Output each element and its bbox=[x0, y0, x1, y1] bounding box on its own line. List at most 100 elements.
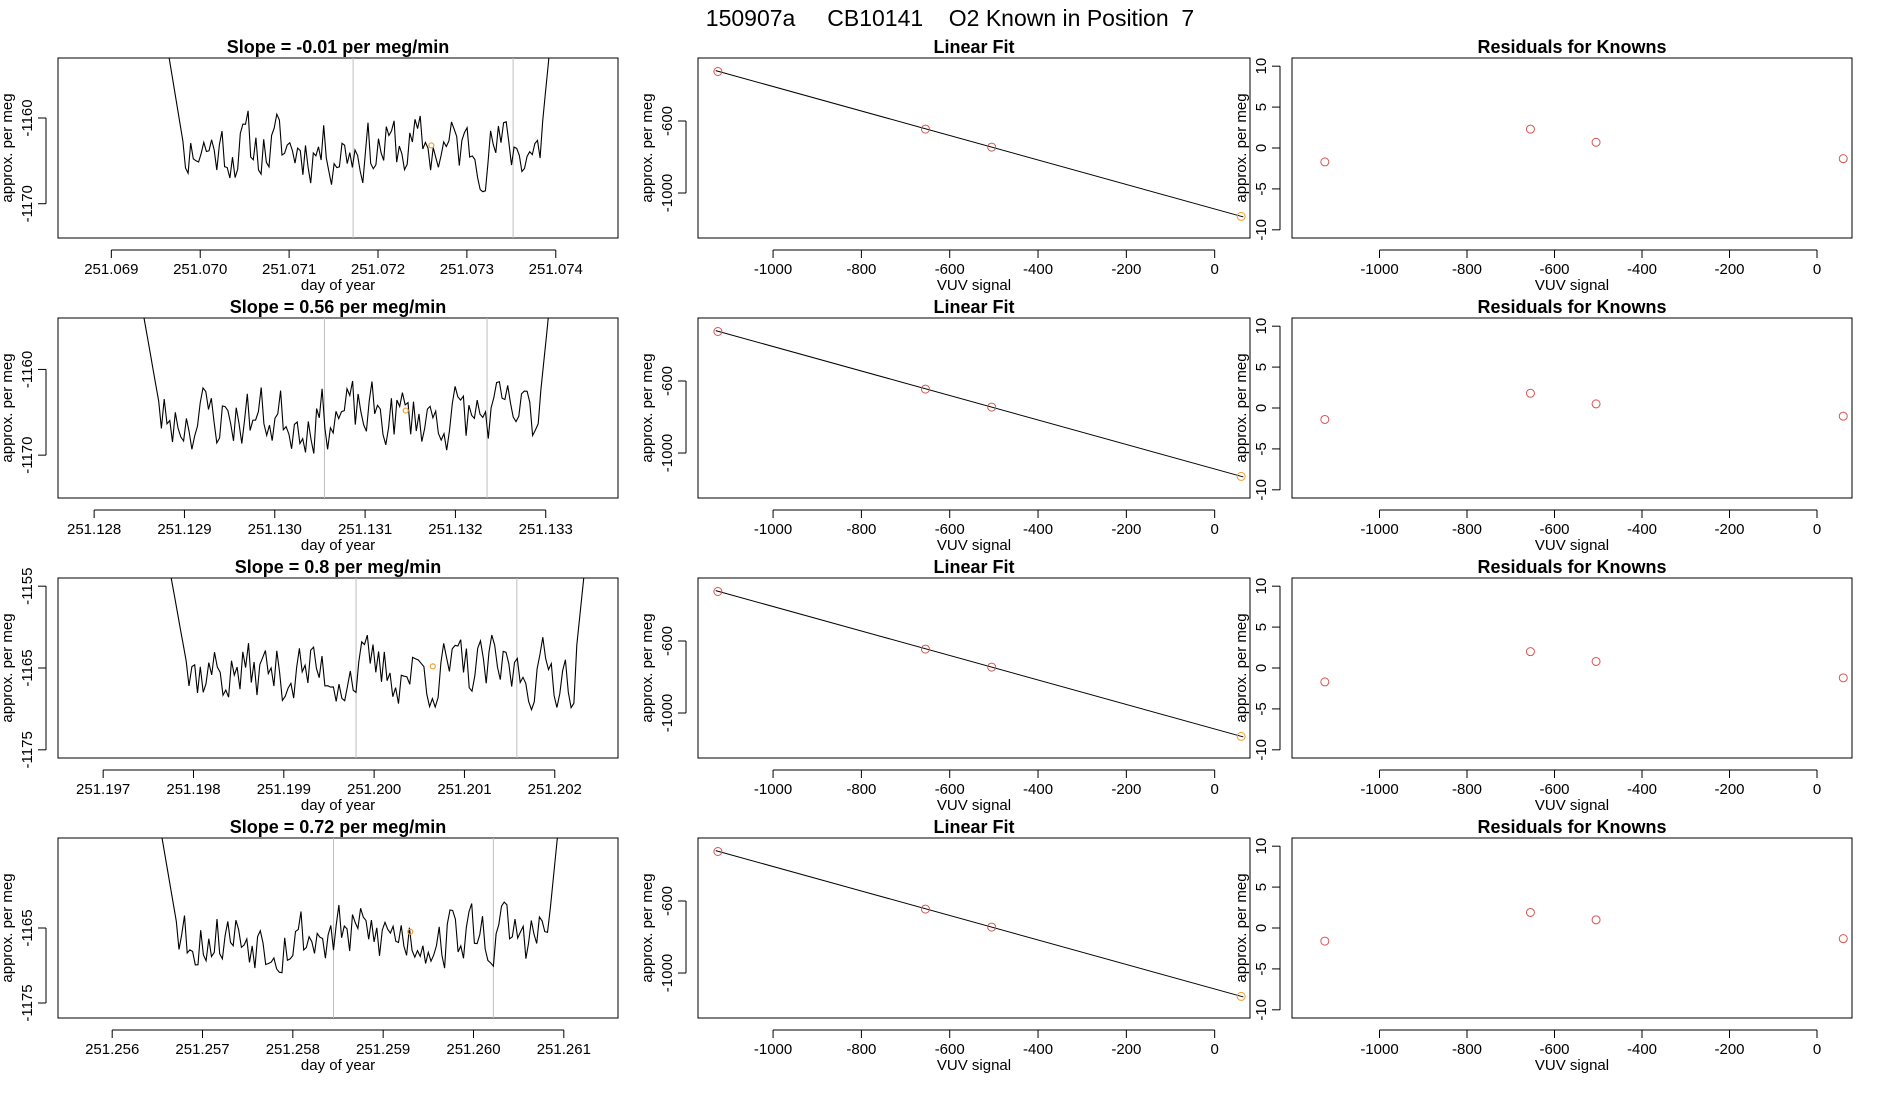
x-tick-label: -1000 bbox=[1360, 521, 1398, 538]
panel-title: Slope = 0.72 per meg/min bbox=[230, 817, 447, 837]
sample-marker bbox=[402, 407, 409, 414]
x-tick-label: 251.199 bbox=[257, 781, 311, 798]
y-axis-label: approx. per meg bbox=[1233, 93, 1250, 202]
x-tick-label: -600 bbox=[1539, 521, 1569, 538]
signal-trace bbox=[143, 318, 549, 454]
data-point bbox=[1236, 211, 1246, 221]
data-point bbox=[713, 67, 723, 76]
x-axis-label: VUV signal bbox=[937, 1057, 1011, 1074]
y-axis-label: approx. per meg bbox=[1233, 353, 1250, 462]
x-tick-label: -600 bbox=[935, 261, 965, 278]
panel-2-3: Residuals for Knowns-1000 -800 -600 -400 -20… bbox=[1233, 297, 1853, 554]
x-tick-label: -600 bbox=[935, 521, 965, 538]
y-tick-label: 0 bbox=[1253, 924, 1270, 932]
x-axis-label: VUV signal bbox=[1535, 537, 1609, 554]
x-tick-label: 251.260 bbox=[446, 1041, 500, 1058]
x-tick-label: -800 bbox=[846, 781, 876, 798]
y-tick-label: -1000 bbox=[659, 694, 676, 732]
panel-title: Residuals for Knowns bbox=[1477, 557, 1666, 577]
y-tick-label: -5 bbox=[1253, 182, 1270, 195]
x-tick-label: -800 bbox=[846, 521, 876, 538]
y-tick-label: -600 bbox=[659, 366, 676, 396]
x-tick-label: -800 bbox=[846, 1041, 876, 1058]
x-axis-label: VUV signal bbox=[937, 277, 1011, 294]
x-tick-label: 0 bbox=[1211, 521, 1219, 538]
y-tick-label: -1000 bbox=[659, 434, 676, 472]
y-axis-label: approx. per meg bbox=[1233, 613, 1250, 722]
y-tick-label: -5 bbox=[1253, 962, 1270, 975]
x-tick-label: -800 bbox=[1452, 1041, 1482, 1058]
x-tick-label: -600 bbox=[1539, 781, 1569, 798]
x-tick-label: 0 bbox=[1211, 781, 1219, 798]
data-point bbox=[1838, 673, 1848, 683]
x-tick-label: -200 bbox=[1111, 781, 1141, 798]
panel-3-1: Slope = 0.8 per meg/min 251.197 251.198 251… bbox=[0, 557, 619, 814]
panel-1-2: Linear Fit -1000 -800 -600 -400 -200 0 VUV sign… bbox=[639, 37, 1251, 294]
x-axis-label: day of year bbox=[301, 537, 375, 554]
x-tick-label: -1000 bbox=[1360, 261, 1398, 278]
panel-title: Residuals for Knowns bbox=[1477, 297, 1666, 317]
x-tick-label: 251.131 bbox=[338, 521, 392, 538]
x-tick-label: -600 bbox=[935, 781, 965, 798]
y-tick-label: -1160 bbox=[19, 351, 36, 388]
x-tick-label: -200 bbox=[1714, 1041, 1744, 1058]
y-tick-label: -10 bbox=[1253, 219, 1270, 241]
x-tick-label: -1000 bbox=[1360, 1041, 1398, 1058]
plot-frame bbox=[57, 317, 619, 499]
x-tick-label: 251.201 bbox=[437, 781, 491, 798]
y-tick-label: -600 bbox=[659, 106, 676, 136]
data-point bbox=[713, 327, 723, 336]
plot-frame bbox=[1291, 577, 1853, 759]
data-point bbox=[1320, 414, 1330, 424]
data-point bbox=[1525, 124, 1535, 134]
x-tick-label: -800 bbox=[846, 261, 876, 278]
y-tick-label: 5 bbox=[1253, 623, 1270, 631]
plot-frame bbox=[697, 837, 1251, 1019]
data-point bbox=[920, 644, 930, 654]
x-tick-label: 251.259 bbox=[356, 1041, 410, 1058]
x-tick-label: -200 bbox=[1714, 781, 1744, 798]
y-tick-label: 5 bbox=[1253, 883, 1270, 891]
x-tick-label: 251.257 bbox=[175, 1041, 229, 1058]
x-tick-label: -600 bbox=[935, 1041, 965, 1058]
data-point bbox=[1591, 399, 1601, 409]
plot-frame bbox=[1291, 57, 1853, 239]
plot-frame bbox=[57, 577, 619, 759]
signal-trace bbox=[168, 58, 550, 193]
y-axis-label: approx. per meg bbox=[639, 93, 656, 202]
x-tick-label: -200 bbox=[1111, 521, 1141, 538]
data-point bbox=[987, 922, 997, 932]
data-point bbox=[1838, 154, 1848, 164]
data-point bbox=[1525, 388, 1535, 398]
data-point bbox=[1320, 677, 1330, 687]
data-point bbox=[713, 847, 723, 856]
y-tick-label: -10 bbox=[1253, 999, 1270, 1021]
x-tick-label: -1000 bbox=[754, 781, 792, 798]
panel-title: Linear Fit bbox=[933, 817, 1014, 837]
panel-title: Slope = -0.01 per meg/min bbox=[227, 37, 450, 57]
y-tick-label: -10 bbox=[1253, 739, 1270, 761]
x-tick-label: -600 bbox=[1539, 1041, 1569, 1058]
x-tick-label: -400 bbox=[1627, 781, 1657, 798]
x-tick-label: 251.197 bbox=[76, 781, 130, 798]
x-axis-label: VUV signal bbox=[937, 537, 1011, 554]
plot-frame bbox=[697, 57, 1251, 239]
x-tick-label: -400 bbox=[1023, 521, 1053, 538]
x-axis-label: VUV signal bbox=[937, 797, 1011, 814]
x-tick-label: -1000 bbox=[1360, 781, 1398, 798]
x-tick-label: -200 bbox=[1111, 261, 1141, 278]
data-point bbox=[1591, 915, 1601, 925]
x-tick-label: 251.071 bbox=[262, 261, 316, 278]
panel-2-1: Slope = 0.56 per meg/min 251.128 251.129 25… bbox=[0, 297, 619, 554]
fit-line bbox=[715, 850, 1244, 998]
x-tick-label: 251.070 bbox=[173, 261, 227, 278]
y-tick-label: -600 bbox=[659, 626, 676, 656]
y-tick-label: 5 bbox=[1253, 363, 1270, 371]
plot-frame bbox=[57, 837, 619, 1019]
panel-title: Residuals for Knowns bbox=[1477, 37, 1666, 57]
data-point bbox=[1236, 471, 1246, 481]
y-tick-label: -1175 bbox=[19, 984, 36, 1021]
y-axis-label: approx. per meg bbox=[0, 873, 16, 982]
y-tick-label: -5 bbox=[1253, 702, 1270, 715]
x-tick-label: -800 bbox=[1452, 261, 1482, 278]
